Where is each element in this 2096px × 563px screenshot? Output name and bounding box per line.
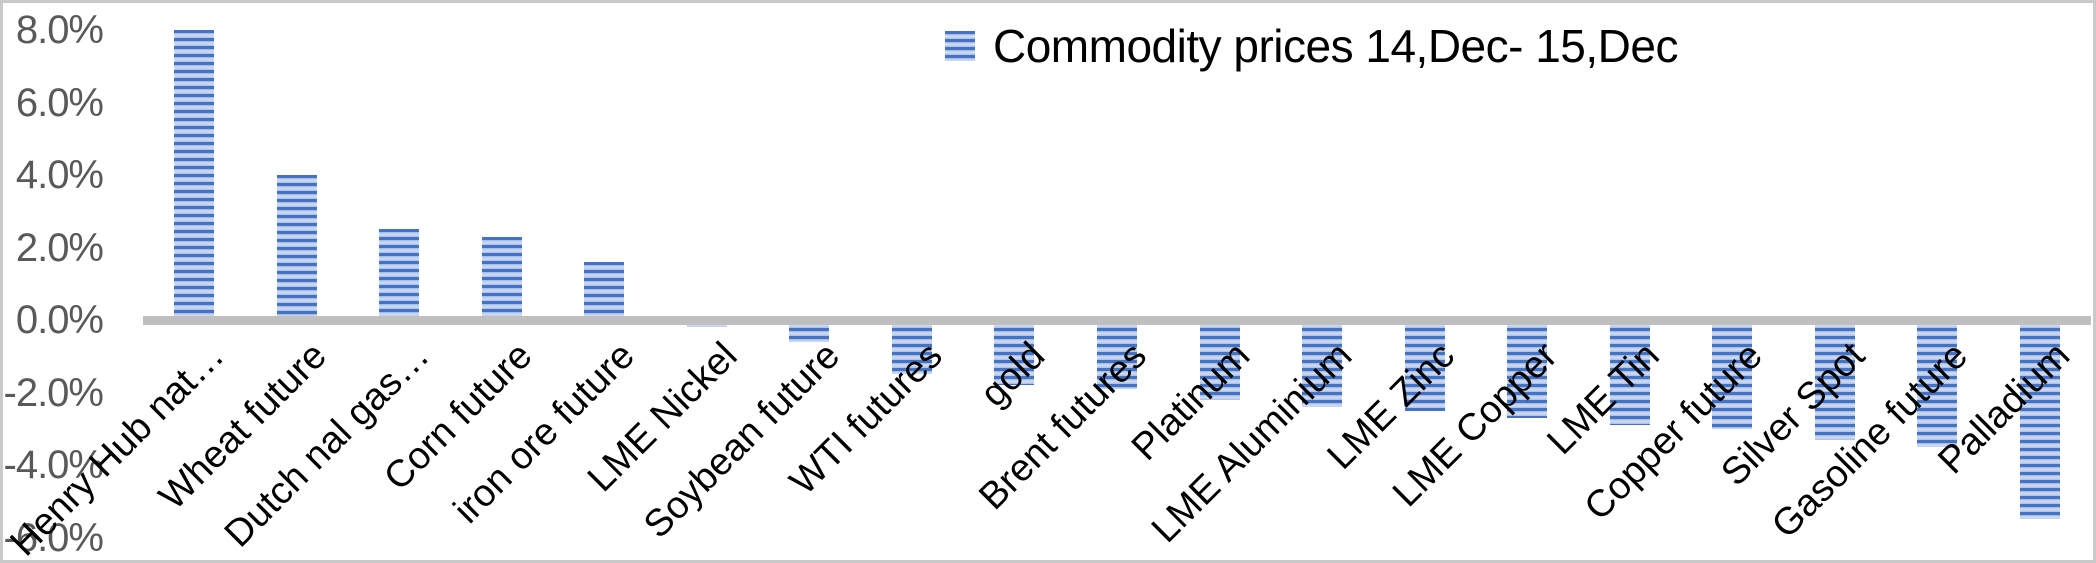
bar bbox=[1609, 320, 1650, 426]
bar bbox=[1507, 320, 1548, 418]
bar bbox=[1712, 320, 1753, 429]
y-tick-label: -6.0% bbox=[3, 515, 105, 560]
category-label: gold bbox=[972, 334, 1053, 416]
y-tick-label: 4.0% bbox=[15, 153, 104, 197]
y-tick-label: 0.0% bbox=[15, 298, 104, 342]
legend-marker-icon bbox=[945, 31, 975, 61]
y-tick-label: -4.0% bbox=[3, 443, 105, 487]
bar bbox=[481, 236, 522, 320]
bar bbox=[1199, 320, 1240, 400]
bar bbox=[276, 175, 317, 320]
bar bbox=[1814, 320, 1855, 440]
bar bbox=[1404, 320, 1445, 411]
bar bbox=[2019, 320, 2060, 520]
legend: Commodity prices 14,Dec- 15,Dec bbox=[945, 19, 1678, 73]
y-tick-label: 8.0% bbox=[15, 8, 104, 52]
y-tick-label: 6.0% bbox=[15, 80, 104, 125]
bar bbox=[1917, 320, 1958, 447]
y-tick-label: -2.0% bbox=[3, 370, 105, 415]
legend-label: Commodity prices 14,Dec- 15,Dec bbox=[993, 20, 1678, 72]
y-tick-label: 2.0% bbox=[15, 225, 104, 270]
plot-area: 8.0% 6.0% 4.0% 2.0% 0.0% -2.0% -4.0% -6.0% Henr… bbox=[3, 3, 2093, 560]
bar bbox=[379, 229, 420, 320]
x-axis-line bbox=[143, 316, 2091, 325]
category-label: iron ore future bbox=[445, 334, 643, 532]
bar bbox=[1097, 320, 1137, 389]
bar bbox=[789, 320, 830, 342]
bar bbox=[174, 30, 215, 320]
bar bbox=[1302, 320, 1343, 407]
bar bbox=[584, 262, 625, 320]
bar bbox=[994, 320, 1035, 386]
bar bbox=[891, 320, 932, 375]
